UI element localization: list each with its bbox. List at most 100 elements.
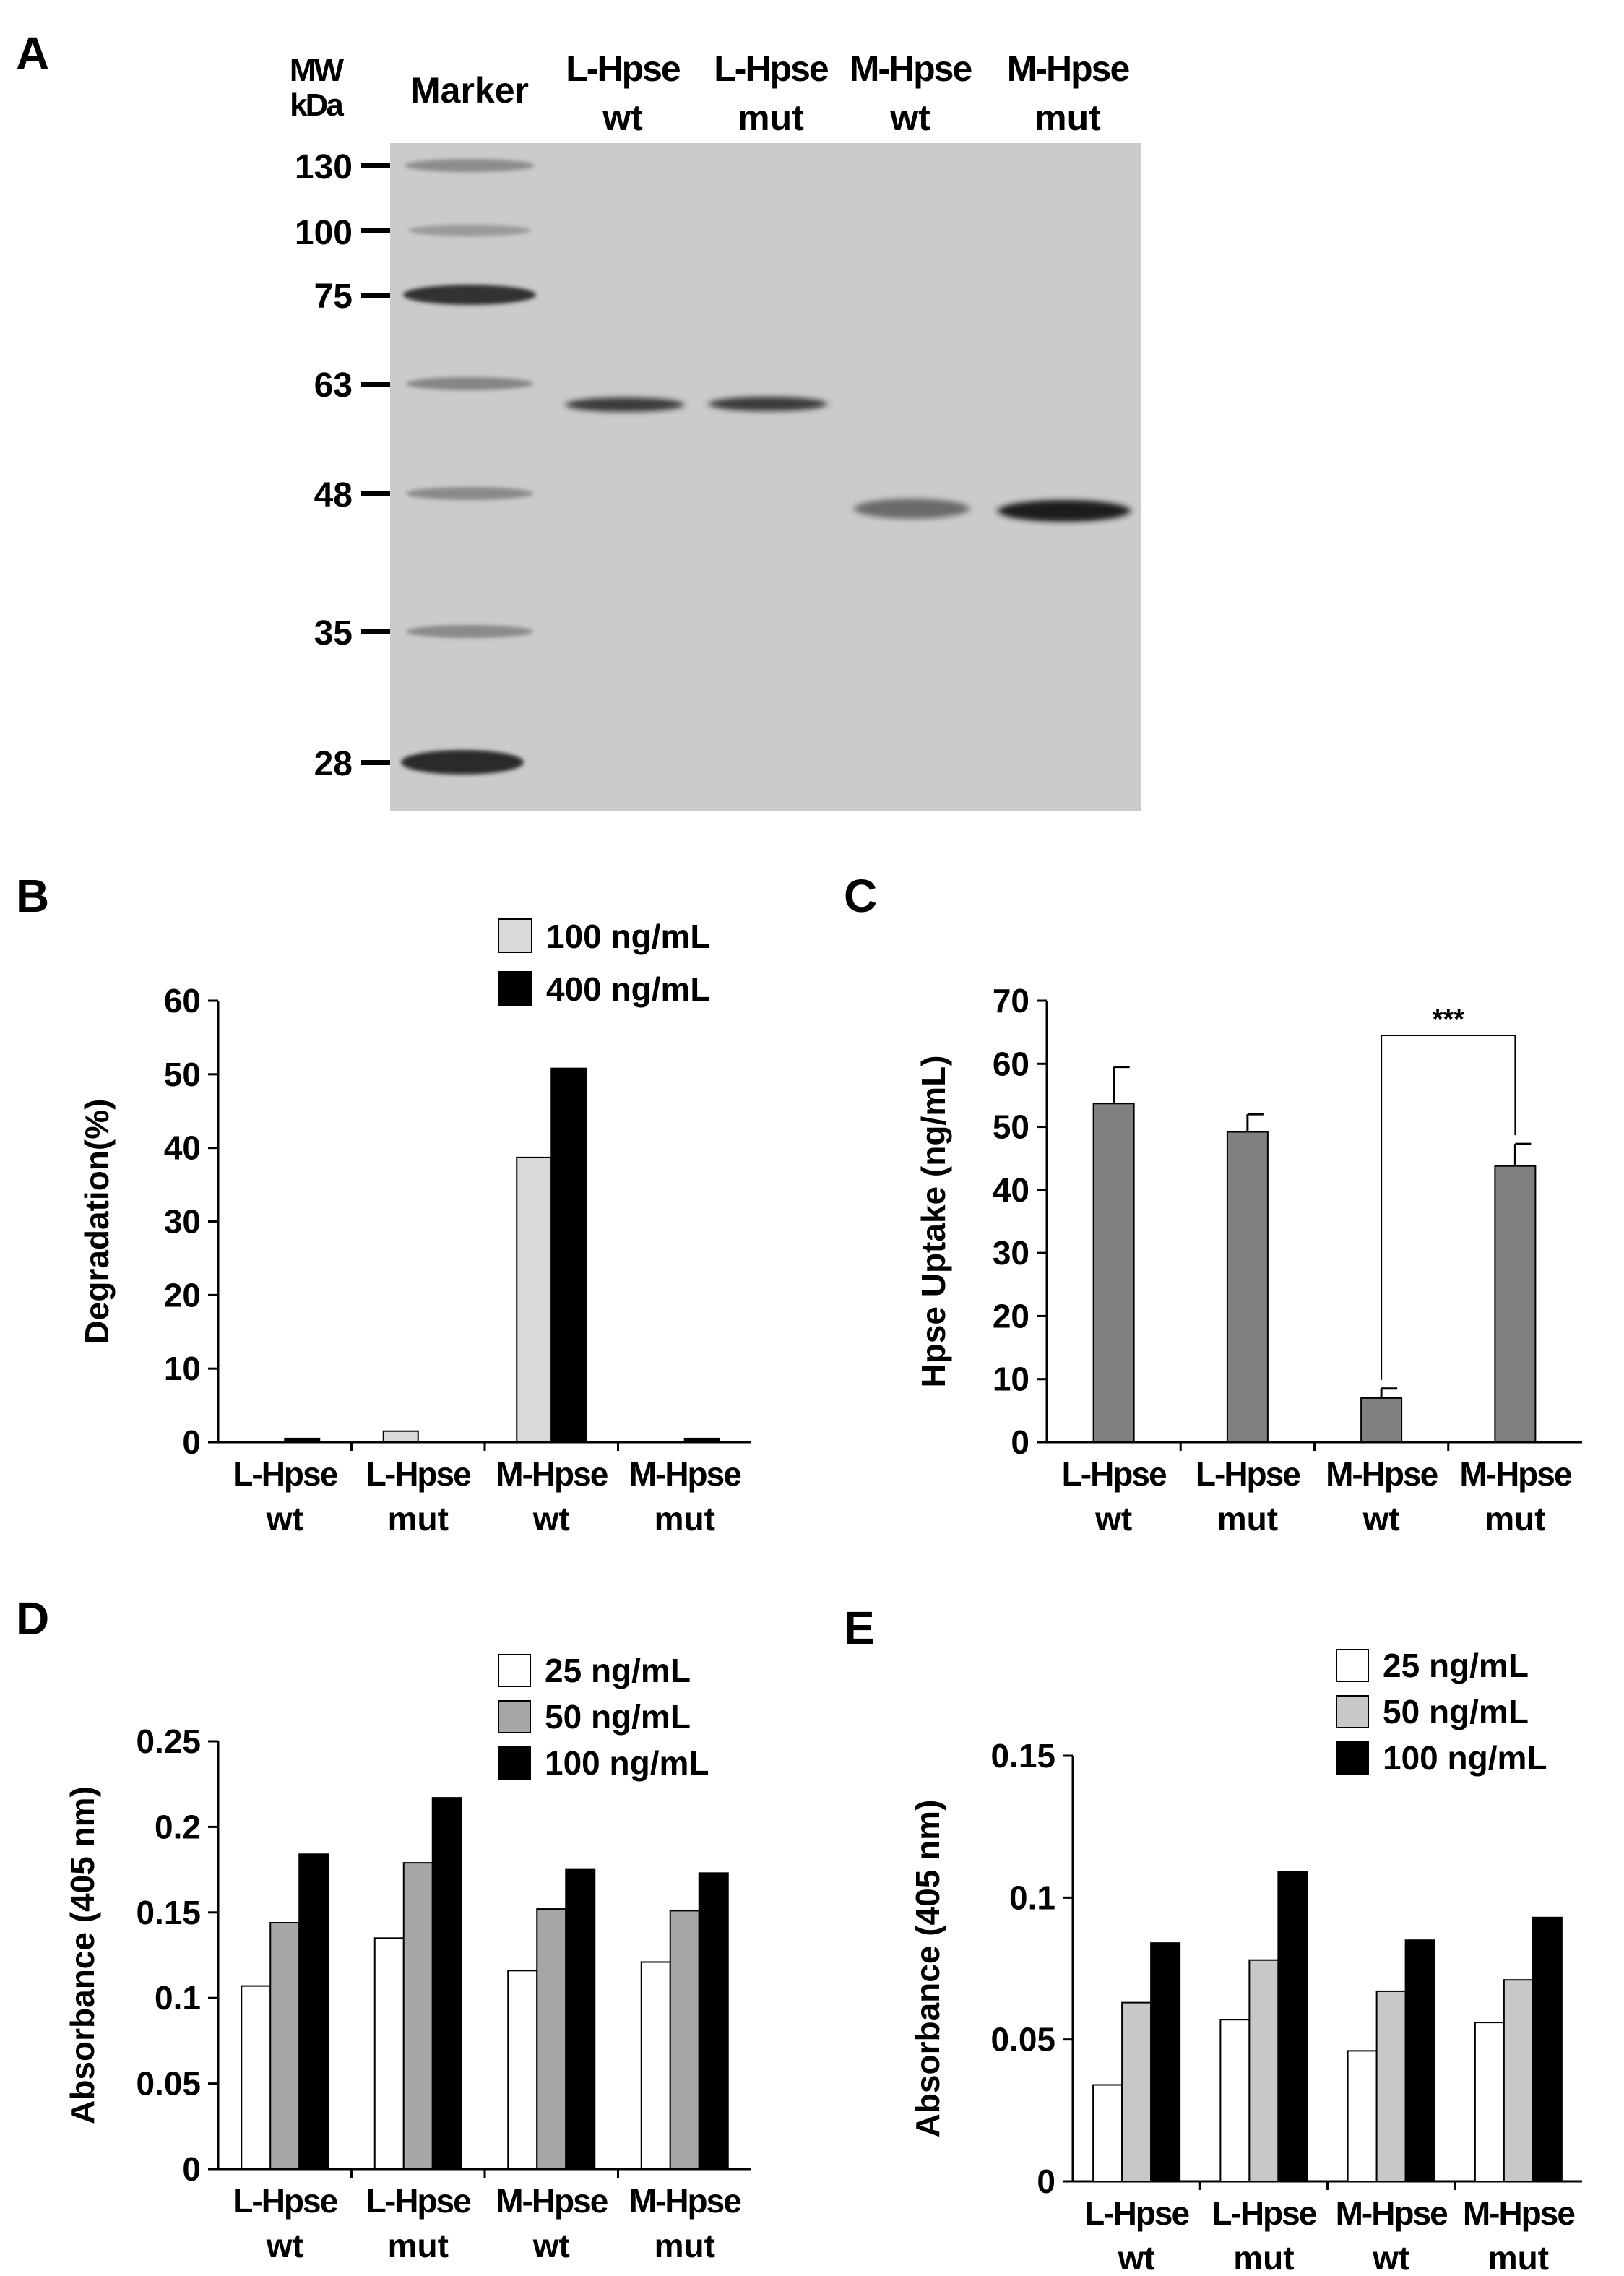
marker-ladder bbox=[401, 159, 536, 775]
y-tick-label-d: 0.25 bbox=[136, 1723, 201, 1760]
x-tick-label-e: M-Hpse bbox=[1336, 2194, 1448, 2232]
mw-label-130: 130 bbox=[295, 148, 353, 186]
marker-band-130 bbox=[405, 159, 535, 172]
y-tick-label-b: 30 bbox=[164, 1203, 201, 1241]
legend-label-e: 50 ng/mL bbox=[1383, 1693, 1529, 1730]
chart-absorbance-e: 0 0.05 0.1 0.15 Absorbance (405 nm) L-Hpse wt L… bbox=[909, 1647, 1582, 2276]
bar-e-s2-c2 bbox=[1404, 1939, 1435, 2183]
bar-e-s0-c1 bbox=[1219, 2019, 1251, 2182]
legend-label-b: 400 ng/mL bbox=[546, 970, 711, 1008]
lane-label-m-hpse-wt-line1: M-Hpse bbox=[850, 48, 972, 89]
mw-tick-28 bbox=[361, 760, 390, 765]
y-tick-label-d: 0.15 bbox=[136, 1894, 201, 1931]
x-tick-label-b: mut bbox=[388, 1500, 449, 1538]
bar-d-s1-c0 bbox=[269, 1922, 301, 2171]
y-tick-label-c: 40 bbox=[993, 1171, 1029, 1209]
marker-band-48 bbox=[406, 487, 533, 500]
x-tick-label-d: wt bbox=[532, 2227, 570, 2264]
bar-e-s0-c3 bbox=[1474, 2022, 1505, 2183]
bar-c-s0-c1 bbox=[1226, 1131, 1269, 1444]
marker-band-35 bbox=[406, 625, 533, 638]
marker-band-100 bbox=[408, 225, 531, 236]
bar-d-s0-c1 bbox=[373, 1937, 405, 2171]
legend-swatch-b bbox=[498, 918, 532, 953]
y-tick-label-e: 0 bbox=[1037, 2163, 1055, 2200]
bar-e-s2-c0 bbox=[1150, 1942, 1181, 2182]
y-tick-label-e: 0.15 bbox=[990, 1737, 1055, 1775]
x-tick-label-b: M-Hpse bbox=[496, 1455, 608, 1493]
mw-tick-35 bbox=[361, 629, 390, 634]
y-tick-label-b: 20 bbox=[164, 1276, 201, 1314]
legend-label-d: 25 ng/mL bbox=[545, 1652, 691, 1689]
bar-d-s2-c3 bbox=[698, 1872, 729, 2170]
mw-tick-75 bbox=[361, 293, 390, 298]
mw-tick-63 bbox=[361, 382, 390, 387]
bar-d-s2-c0 bbox=[298, 1853, 329, 2171]
bar-b-s1-c3 bbox=[683, 1437, 720, 1443]
bar-d-s2-c1 bbox=[431, 1797, 462, 2171]
x-tick-label-b: L-Hpse bbox=[233, 1455, 337, 1493]
mw-tick-48 bbox=[361, 491, 390, 496]
chart-hpse-uptake: 0 10 20 30 40 50 60 70 Hpse Uptake (ng/mL) L-Hpse… bbox=[915, 982, 1582, 1538]
legend-swatch-e bbox=[1336, 1649, 1369, 1682]
x-tick-label-e: wt bbox=[1372, 2239, 1409, 2276]
lane-label-m-hpse-mut-line2: mut bbox=[1035, 98, 1101, 138]
band-m-hpse-wt bbox=[854, 499, 969, 519]
x-tick-label-d: mut bbox=[655, 2227, 715, 2264]
panel-e-letter: E bbox=[844, 1602, 875, 1654]
marker-lane-label: Marker bbox=[410, 70, 529, 111]
legend-label-e: 100 ng/mL bbox=[1383, 1739, 1547, 1777]
x-tick-label-b: L-Hpse bbox=[366, 1455, 471, 1493]
bar-b-s1-c0 bbox=[284, 1437, 321, 1443]
gel-image bbox=[390, 143, 1141, 811]
significance-label: *** bbox=[1433, 1004, 1465, 1035]
marker-band-28 bbox=[401, 750, 524, 775]
y-tick-label-c: 0 bbox=[1011, 1423, 1029, 1461]
y-tick-label-b: 40 bbox=[164, 1129, 201, 1167]
chart-degradation: 0 10 20 30 40 50 60 Degradation(%) L-Hpse wt L-Hps… bbox=[78, 918, 751, 1538]
legend-swatch-d bbox=[498, 1746, 531, 1780]
x-tick-label-c: M-Hpse bbox=[1459, 1455, 1572, 1493]
lane-label-l-hpse-wt-line2: wt bbox=[602, 98, 643, 138]
lane-label-l-hpse-mut-line1: L-Hpse bbox=[714, 48, 829, 89]
x-tick-label-e: mut bbox=[1488, 2239, 1549, 2276]
y-axis-label-e: Absorbance (405 nm) bbox=[909, 1800, 946, 2138]
gel-lane-labels: L-Hpse wt L-Hpse mut M-Hpse wt M-Hpse mu… bbox=[566, 48, 1131, 138]
legend-label-d: 100 ng/mL bbox=[545, 1744, 709, 1782]
panel-d-letter: D bbox=[16, 1592, 49, 1645]
marker-band-75 bbox=[403, 285, 536, 305]
legend-swatch-b bbox=[498, 971, 532, 1006]
mw-marker-labels: 130 100 75 63 48 35 28 bbox=[295, 148, 390, 783]
panel-a-letter: A bbox=[16, 27, 49, 79]
panel-c-letter: C bbox=[844, 870, 877, 922]
x-tick-label-c: L-Hpse bbox=[1196, 1455, 1300, 1493]
bar-b-s1-c2 bbox=[550, 1067, 587, 1443]
mw-label-100: 100 bbox=[295, 214, 353, 252]
lane-label-m-hpse-wt-line2: wt bbox=[889, 98, 930, 138]
bar-d-s1-c1 bbox=[402, 1862, 433, 2170]
y-tick-label-d: 0.2 bbox=[155, 1808, 201, 1845]
marker-band-63 bbox=[406, 377, 533, 390]
lane-label-l-hpse-wt-line1: L-Hpse bbox=[566, 48, 681, 89]
x-tick-label-c: M-Hpse bbox=[1326, 1455, 1438, 1493]
x-tick-label-b: wt bbox=[266, 1500, 303, 1538]
lane-label-m-hpse-mut-line1: M-Hpse bbox=[1007, 48, 1130, 89]
bar-d-s1-c3 bbox=[669, 1910, 700, 2170]
y-axis-label-c: Hpse Uptake (ng/mL) bbox=[915, 1055, 952, 1387]
bar-c-s0-c3 bbox=[1494, 1165, 1537, 1444]
bar-e-s1-c2 bbox=[1375, 1990, 1407, 2182]
x-tick-label-c: mut bbox=[1217, 1500, 1278, 1538]
chart-absorbance-d: 0 0.05 0.1 0.15 0.2 0.25 Absorbance (405 nm) L-… bbox=[64, 1652, 751, 2264]
x-tick-label-b: mut bbox=[655, 1500, 715, 1538]
legend-swatch-d bbox=[498, 1700, 531, 1733]
x-tick-label-b: wt bbox=[532, 1500, 570, 1538]
x-tick-label-c: L-Hpse bbox=[1062, 1455, 1167, 1493]
mw-label-48: 48 bbox=[314, 476, 353, 514]
bar-c-s0-c2 bbox=[1360, 1397, 1403, 1444]
x-tick-label-c: wt bbox=[1094, 1500, 1132, 1538]
sample-bands bbox=[566, 397, 1131, 522]
bar-e-s1-c1 bbox=[1248, 1959, 1279, 2182]
bar-e-s2-c1 bbox=[1277, 1871, 1308, 2183]
y-tick-label-b: 60 bbox=[164, 982, 201, 1020]
